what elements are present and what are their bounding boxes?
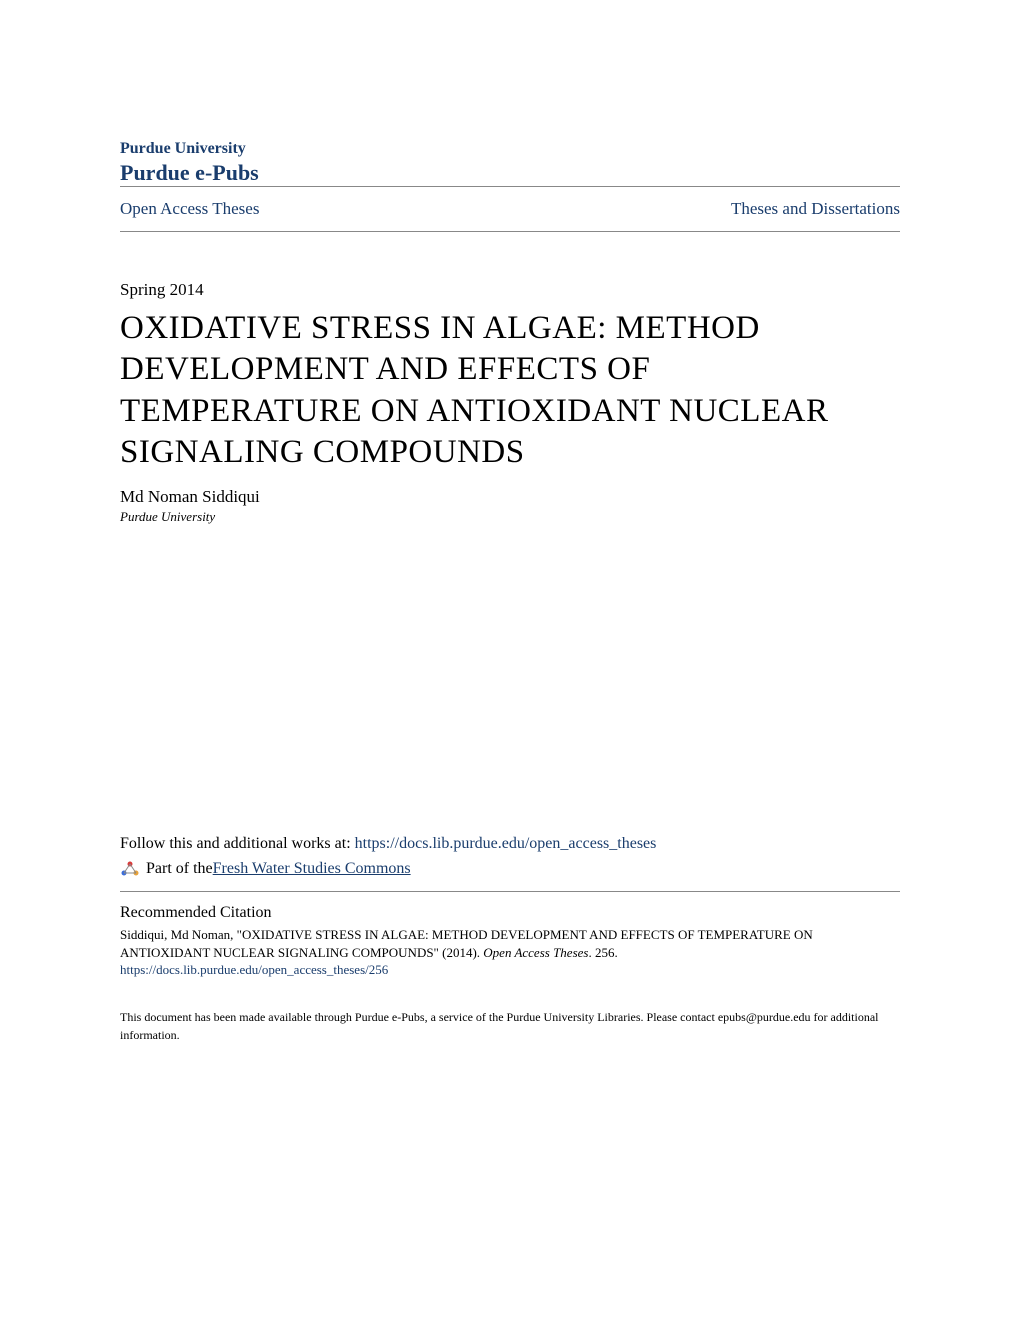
commons-link[interactable]: Fresh Water Studies Commons <box>213 860 411 878</box>
follow-prefix: Follow this and additional works at: <box>120 835 355 852</box>
follow-section: Follow this and additional works at: htt… <box>120 835 900 879</box>
follow-line: Follow this and additional works at: htt… <box>120 835 900 853</box>
follow-url-link[interactable]: https://docs.lib.purdue.edu/open_access_… <box>355 835 657 852</box>
citation-url-link[interactable]: https://docs.lib.purdue.edu/open_access_… <box>120 962 900 978</box>
network-icon <box>120 859 140 879</box>
breadcrumb-nav: Open Access Theses Theses and Dissertati… <box>120 187 900 231</box>
citation-heading: Recommended Citation <box>120 904 900 922</box>
nav-left-link[interactable]: Open Access Theses <box>120 199 259 219</box>
citation-body: Siddiqui, Md Noman, "OXIDATIVE STRESS IN… <box>120 926 900 962</box>
citation-text-1: Siddiqui, Md Noman, "OXIDATIVE STRESS IN… <box>120 927 813 960</box>
university-name: Purdue University <box>120 140 900 158</box>
header-block: Purdue University Purdue e-Pubs <box>120 140 900 186</box>
citation-journal: Open Access Theses <box>483 945 588 960</box>
part-of-row: Part of the Fresh Water Studies Commons <box>120 859 900 879</box>
repository-link[interactable]: Purdue e-Pubs <box>120 160 259 185</box>
citation-text-2: . 256. <box>588 945 617 960</box>
author-affiliation: Purdue University <box>120 509 900 525</box>
publication-date: Spring 2014 <box>120 280 900 300</box>
nav-right-link[interactable]: Theses and Dissertations <box>731 199 900 219</box>
document-title: OXIDATIVE STRESS IN ALGAE: METHOD DEVELO… <box>120 308 900 473</box>
part-of-prefix: Part of the <box>146 860 213 878</box>
divider-nav <box>120 231 900 232</box>
author-name: Md Noman Siddiqui <box>120 487 900 507</box>
footer-disclaimer: This document has been made available th… <box>120 1008 900 1044</box>
divider-citation <box>120 891 900 892</box>
